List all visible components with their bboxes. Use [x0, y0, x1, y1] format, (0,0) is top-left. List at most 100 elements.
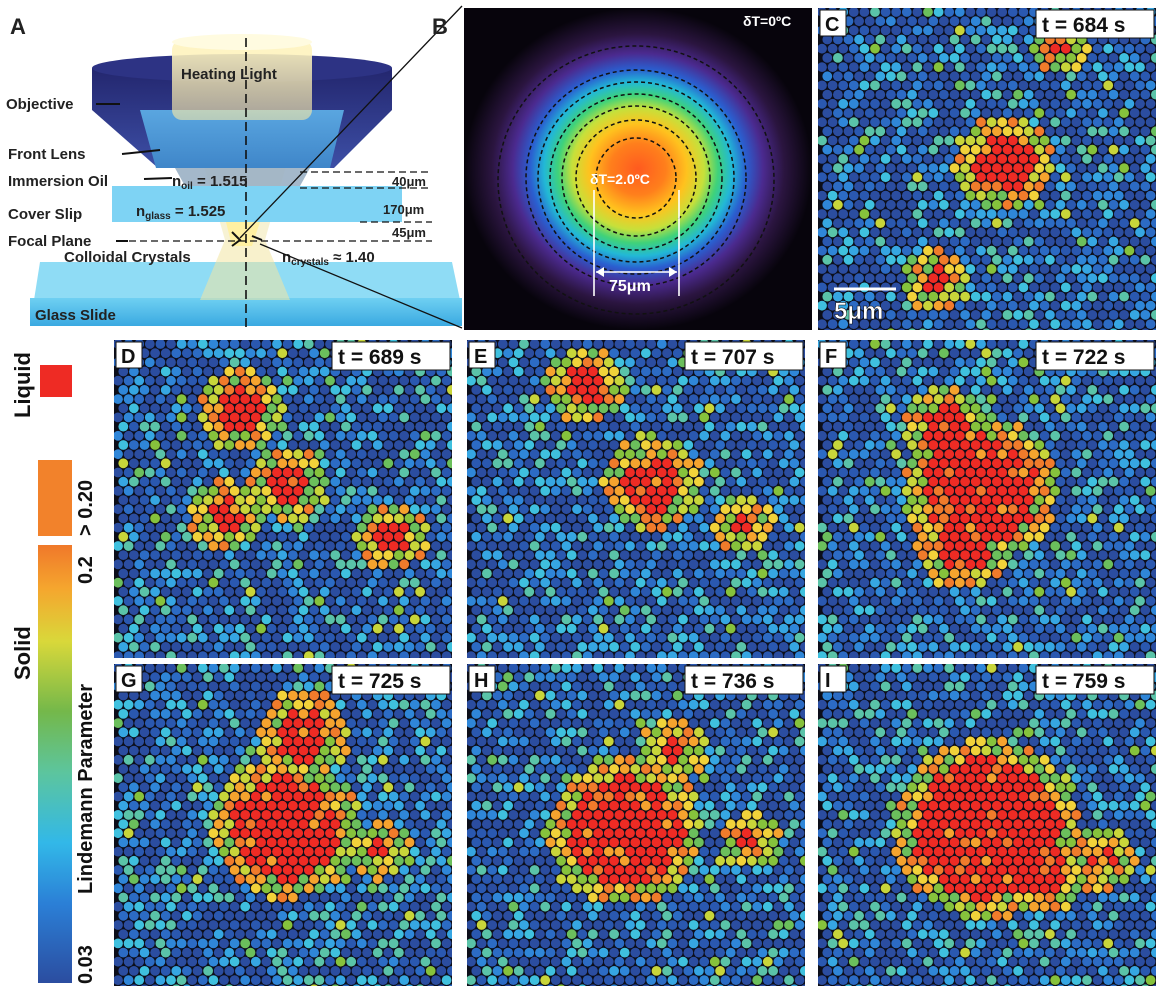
particle — [1119, 254, 1129, 265]
particle — [1050, 319, 1061, 329]
particle — [1013, 16, 1023, 27]
particle — [431, 375, 441, 386]
particle — [981, 273, 992, 284]
particle — [773, 486, 784, 496]
particle — [197, 614, 208, 625]
particle — [171, 586, 182, 597]
particle — [784, 559, 794, 570]
particle — [545, 568, 556, 579]
particle — [683, 440, 694, 450]
particle — [1060, 449, 1071, 460]
particle — [923, 394, 933, 404]
particle — [912, 172, 923, 183]
particle — [261, 504, 272, 515]
particle — [834, 328, 842, 330]
particle — [187, 504, 198, 515]
particle — [854, 550, 864, 560]
particle — [588, 513, 598, 524]
particle — [1129, 605, 1140, 616]
particle — [288, 495, 298, 505]
particle — [1002, 71, 1013, 82]
particle — [513, 366, 524, 377]
particle — [1113, 264, 1124, 274]
particle — [954, 651, 965, 658]
particle — [351, 550, 362, 560]
particle — [864, 495, 875, 505]
particle — [1013, 254, 1023, 265]
particle — [954, 172, 965, 183]
particle — [356, 394, 367, 404]
particle — [487, 430, 498, 441]
particle — [609, 458, 619, 469]
particle — [960, 513, 970, 524]
particle — [646, 596, 657, 606]
particle — [1151, 273, 1156, 284]
particle — [503, 513, 513, 524]
particle — [709, 522, 720, 533]
particle — [314, 357, 325, 368]
particle — [314, 632, 325, 643]
particle — [1119, 568, 1129, 579]
particle — [688, 577, 699, 588]
particle — [646, 486, 657, 496]
particle — [986, 596, 997, 606]
particle — [843, 71, 854, 82]
particle — [1092, 559, 1103, 570]
particle — [529, 522, 540, 533]
particle — [219, 559, 229, 570]
particle — [288, 605, 298, 616]
particle — [789, 385, 800, 395]
particle — [1098, 403, 1108, 414]
particle — [1066, 458, 1076, 469]
particle — [854, 421, 864, 432]
particle — [1007, 394, 1018, 404]
particle — [662, 495, 672, 505]
particle — [330, 440, 341, 450]
particle — [293, 664, 304, 673]
particle — [907, 348, 917, 359]
particle — [240, 651, 251, 658]
particle — [848, 430, 859, 441]
particle — [492, 605, 503, 616]
panel-letter: C — [825, 14, 839, 36]
particle — [614, 340, 625, 349]
particle — [901, 282, 912, 293]
particle — [1039, 245, 1050, 256]
particle — [378, 614, 388, 625]
particle — [378, 486, 388, 496]
particle — [171, 366, 182, 377]
particle — [372, 642, 383, 652]
particle — [970, 71, 981, 82]
particle — [993, 328, 1001, 330]
particle — [1007, 264, 1018, 274]
particle — [513, 513, 524, 524]
particle — [155, 614, 166, 625]
particle — [912, 264, 923, 274]
particle — [625, 357, 635, 368]
particle — [901, 486, 912, 496]
particle — [362, 385, 372, 395]
particle — [1066, 531, 1076, 542]
particle — [404, 403, 415, 414]
particle — [848, 467, 859, 478]
particle — [1045, 254, 1055, 265]
particle — [1018, 467, 1029, 478]
particle — [1140, 71, 1151, 82]
particle — [467, 651, 476, 658]
particle — [656, 504, 667, 515]
particle — [1029, 651, 1039, 658]
particle — [1023, 568, 1034, 579]
particle — [827, 300, 838, 311]
particle — [240, 412, 251, 423]
particle — [492, 366, 503, 377]
particle — [688, 632, 699, 643]
particle — [768, 642, 778, 652]
particle — [134, 412, 145, 423]
particle — [467, 412, 476, 423]
particle — [139, 586, 150, 597]
particle — [757, 440, 768, 450]
particle — [1103, 227, 1114, 238]
particle — [1108, 421, 1119, 432]
particle — [330, 642, 341, 652]
